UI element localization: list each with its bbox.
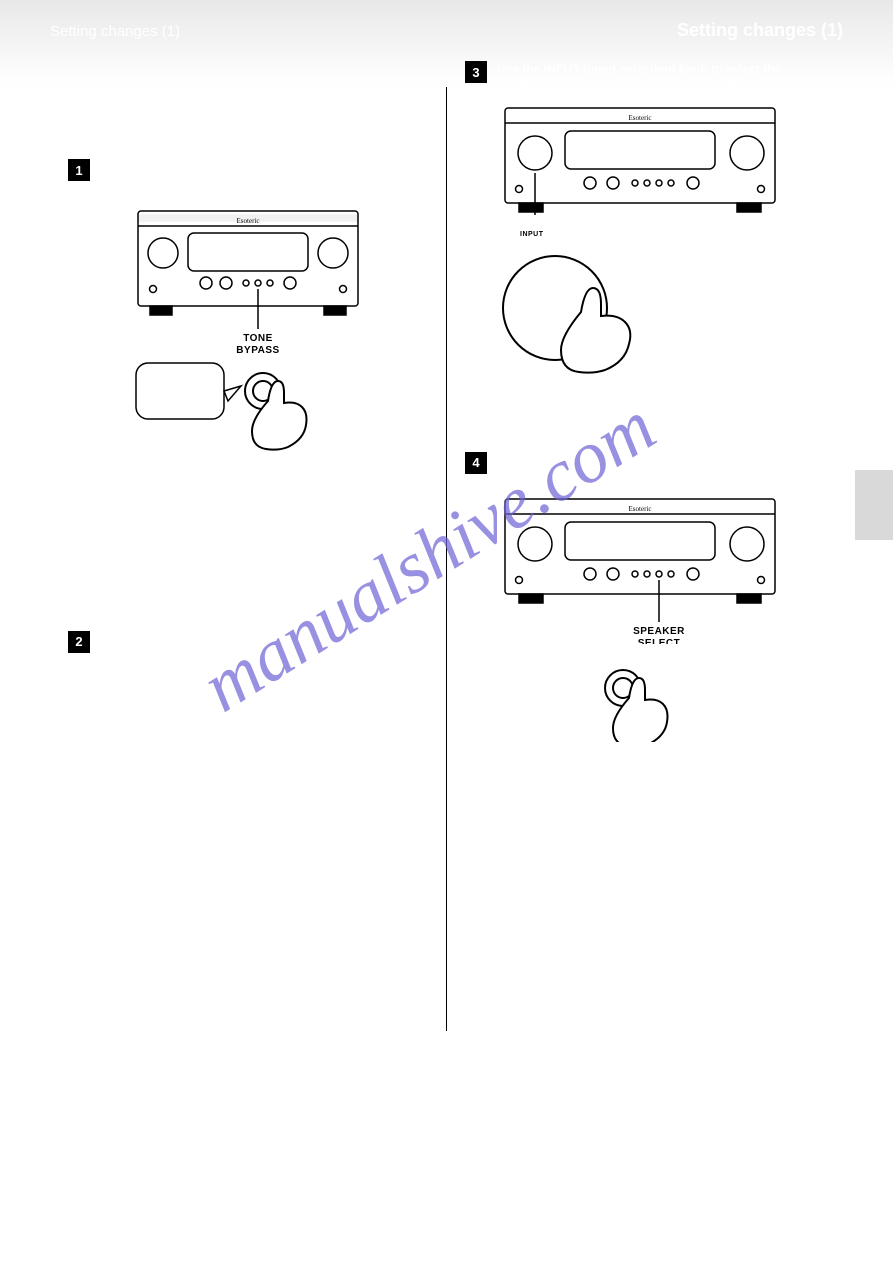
page-number: 87 <box>50 1039 843 1051</box>
speaker-label-2: SELECT <box>638 638 680 644</box>
amp-figure-tone-bypass: Esoteric TONE BYPASS Press and hold <box>118 201 378 481</box>
step-1-number: 1 <box>68 159 90 181</box>
amp-figure-speaker-select: Esoteric SPEAKER SELECT <box>495 494 785 644</box>
amp-figure-input: Esoteric <box>495 103 785 223</box>
step3-after: Turn the INPUT knob until the speakers t… <box>497 384 825 440</box>
step1-after: The current setting is shown. FIX: The g… <box>100 489 428 551</box>
header-left: Setting changes (1) <box>50 23 180 40</box>
step-3-text: Use the INPUT (input selection) knob to … <box>497 61 825 93</box>
note-head: Using the AV LINE2 function <box>100 750 428 764</box>
tone-label-2: BYPASS <box>236 345 279 356</box>
step-4-head: 4 Press the SPEAKER SELECT button to cha… <box>465 452 825 484</box>
svg-text:Esoteric: Esoteric <box>629 114 652 122</box>
step-2-number: 2 <box>68 631 90 653</box>
input-knob-hand <box>485 246 685 376</box>
step-3-number: 3 <box>465 61 487 83</box>
step4-after: Press the SPEAKER SELECT button until th… <box>497 750 825 912</box>
left-intro-title: Changing the gain from line output 2 <box>100 91 428 105</box>
hold-bubble-text: Press and hold <box>150 379 210 389</box>
left-intro-body: Set whether the gain from line output 2 … <box>100 109 428 145</box>
note-body: The AV LINE2 function allows LINE2 input… <box>100 766 428 871</box>
tone-label-1: TONE <box>243 333 273 344</box>
step-3-head: 3 Use the INPUT (input selection) knob t… <box>465 61 825 93</box>
step2-notes: •After this, regular operation will beco… <box>100 673 428 736</box>
step-1-head: 1 While pressing and holding the TONE BY… <box>68 159 428 191</box>
right-column: 3 Use the INPUT (input selection) knob t… <box>447 87 843 1031</box>
page-content: Setting changes (1) Setting changes (1) … <box>0 20 893 1071</box>
step-1-text: While pressing and holding the TONE BYPA… <box>100 159 428 191</box>
speaker-label-1: SPEAKER <box>633 626 685 637</box>
header-row: Setting changes (1) Setting changes (1) <box>50 20 843 47</box>
header-right: Setting changes (1) <box>677 20 843 41</box>
step-4-number: 4 <box>465 452 487 474</box>
svg-text:Esoteric: Esoteric <box>237 217 260 225</box>
step-2-head: 2 Turn the INPUT (input selection) knob … <box>68 631 428 663</box>
step-2-text: Turn the INPUT (input selection) knob le… <box>100 631 428 663</box>
step4-notes: •This setting is retained even if the po… <box>497 920 825 1030</box>
step-4-text: Press the SPEAKER SELECT button to chang… <box>497 452 825 484</box>
svg-text:Esoteric: Esoteric <box>629 505 652 513</box>
input-label: INPUT <box>520 231 825 238</box>
speaker-button-hand <box>585 652 725 742</box>
left-column: Changing the gain from line output 2 Set… <box>50 87 447 1031</box>
